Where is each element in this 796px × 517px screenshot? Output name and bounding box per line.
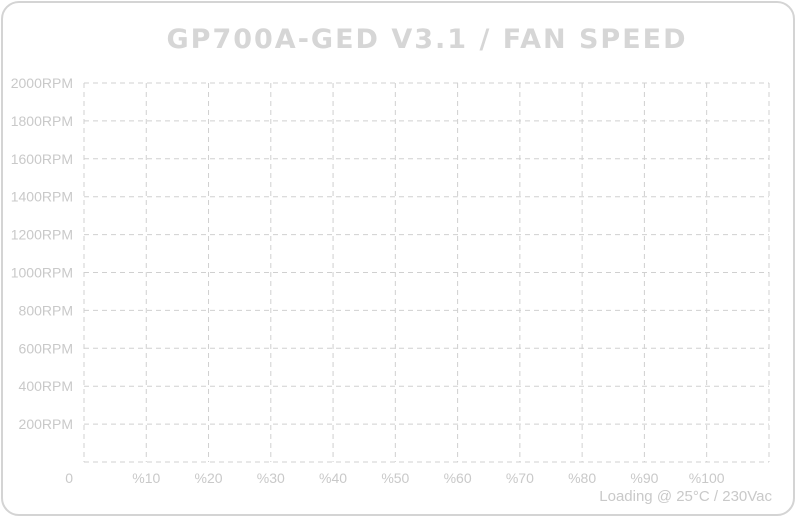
x-tick-label: %90 [630, 470, 658, 486]
loading-conditions-note: Loading @ 25°C / 230Vac [599, 488, 772, 505]
x-tick-label: %40 [319, 470, 347, 486]
x-tick-label: %50 [381, 470, 409, 486]
origin-label: 0 [65, 470, 73, 486]
y-axis-labels: 200RPM 400RPM 600RPM 800RPM 1000RPM 1200RPM 14… [11, 75, 73, 432]
x-tick-label: %10 [132, 470, 160, 486]
x-tick-label: %60 [444, 470, 472, 486]
x-tick-label: %80 [568, 470, 596, 486]
y-tick-label: 1200RPM [11, 227, 73, 243]
chart-title: GP700A-GED V3.1 / FAN SPEED [166, 24, 688, 55]
y-tick-label: 1800RPM [11, 113, 73, 129]
y-tick-label: 1000RPM [11, 265, 73, 281]
y-tick-label: 200RPM [19, 416, 73, 432]
y-tick-label: 400RPM [19, 378, 73, 394]
x-tick-label: %100 [689, 470, 725, 486]
y-tick-label: 2000RPM [11, 75, 73, 91]
x-axis-labels: %10 %20 %30 %40 %50 %60 %70 %80 %90 %100 [132, 470, 725, 486]
y-tick-label: 800RPM [19, 302, 73, 318]
x-tick-label: %70 [506, 470, 534, 486]
x-tick-label: %20 [195, 470, 223, 486]
x-tick-label: %30 [257, 470, 285, 486]
y-tick-label: 1400RPM [11, 189, 73, 205]
grid-lines [83, 82, 770, 463]
y-tick-label: 1600RPM [11, 151, 73, 167]
y-tick-label: 600RPM [19, 340, 73, 356]
